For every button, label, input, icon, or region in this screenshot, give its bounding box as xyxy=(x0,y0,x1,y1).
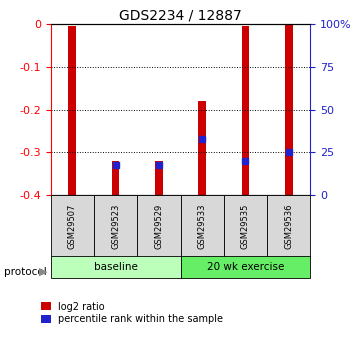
Text: GSM29507: GSM29507 xyxy=(68,203,77,249)
FancyBboxPatch shape xyxy=(224,195,267,257)
Bar xyxy=(155,161,163,195)
FancyBboxPatch shape xyxy=(94,195,137,257)
FancyBboxPatch shape xyxy=(51,195,94,257)
Bar xyxy=(285,25,293,195)
Text: protocol: protocol xyxy=(4,267,46,276)
FancyBboxPatch shape xyxy=(51,256,180,278)
Text: 20 wk exercise: 20 wk exercise xyxy=(207,262,284,272)
Title: GDS2234 / 12887: GDS2234 / 12887 xyxy=(119,9,242,23)
Bar xyxy=(198,101,206,195)
FancyBboxPatch shape xyxy=(137,195,180,257)
Bar xyxy=(68,26,76,195)
Bar xyxy=(112,161,119,195)
Text: GSM29529: GSM29529 xyxy=(155,203,163,249)
Text: baseline: baseline xyxy=(93,262,138,272)
Text: GSM29523: GSM29523 xyxy=(111,203,120,249)
FancyBboxPatch shape xyxy=(267,195,310,257)
FancyBboxPatch shape xyxy=(180,256,310,278)
Text: GSM29536: GSM29536 xyxy=(284,203,293,249)
Bar xyxy=(242,26,249,195)
Text: GSM29533: GSM29533 xyxy=(198,203,206,249)
FancyBboxPatch shape xyxy=(180,195,224,257)
Text: GSM29535: GSM29535 xyxy=(241,203,250,249)
Legend: log2 ratio, percentile rank within the sample: log2 ratio, percentile rank within the s… xyxy=(41,302,223,325)
Text: ▶: ▶ xyxy=(39,267,48,276)
